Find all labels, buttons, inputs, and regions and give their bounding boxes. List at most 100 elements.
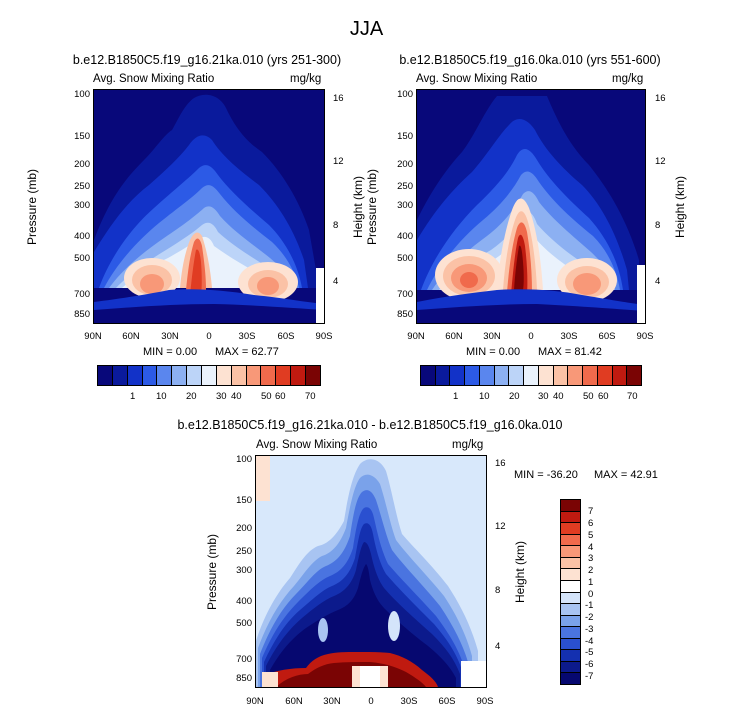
max-label: MAX = 81.42	[538, 346, 602, 358]
x-tick: 30S	[560, 331, 578, 342]
x-tick: 90S	[315, 331, 333, 342]
colorbar-swatch	[561, 638, 580, 651]
colorbar-swatch	[202, 366, 217, 385]
colorbar-label: -3	[585, 624, 594, 635]
height-tick: 8	[655, 220, 661, 231]
colorbar-swatch	[538, 366, 554, 385]
y-tick: 850	[236, 673, 252, 684]
y-tick: 400	[397, 231, 413, 242]
colorbar-swatch	[612, 366, 628, 385]
y-tick: 300	[236, 565, 252, 576]
colorbar-swatch	[561, 500, 580, 512]
x-tick: 30N	[161, 331, 179, 342]
colorbar-label: 30	[216, 391, 227, 402]
y-tick: 250	[74, 181, 90, 192]
x-tick: 60S	[598, 331, 616, 342]
height-tick: 4	[495, 641, 501, 652]
y-axis-label: Pressure (mb)	[25, 169, 39, 246]
colorbar-swatch	[187, 366, 203, 385]
colorbar-swatch	[561, 615, 580, 628]
colorbar-swatch	[450, 366, 466, 385]
colorbar-label: -7	[585, 671, 594, 682]
colorbar-swatch	[142, 366, 158, 385]
colorbar-label: 50	[583, 391, 594, 402]
x-tick: 60N	[122, 331, 140, 342]
colorbar-label: 50	[261, 391, 272, 402]
colorbar-swatch	[561, 534, 580, 547]
x-tick: 30N	[323, 696, 341, 707]
colorbar-swatch	[276, 366, 292, 385]
height-tick: 12	[495, 521, 506, 532]
contour-plot	[416, 89, 646, 324]
colorbar-swatch	[561, 580, 580, 593]
colorbar-swatch	[561, 523, 580, 535]
min-label: MIN = -36.20	[514, 469, 578, 481]
x-tick: 60N	[445, 331, 463, 342]
colorbar-swatch	[561, 604, 580, 616]
x-tick: 0	[528, 331, 534, 342]
y-tick: 300	[74, 200, 90, 211]
x-tick: 0	[206, 331, 212, 342]
max-label: MAX = 62.77	[215, 346, 279, 358]
y-tick: 500	[397, 253, 413, 264]
colorbar-swatch	[524, 366, 539, 385]
y-tick: 500	[74, 253, 90, 264]
colorbar-swatch	[509, 366, 525, 385]
colorbar-label: 2	[588, 565, 594, 576]
colorbar-swatch	[561, 627, 580, 639]
y-tick: 850	[74, 309, 90, 320]
y-tick: 700	[397, 289, 413, 300]
variable-label: Avg. Snow Mixing Ratio	[256, 439, 378, 451]
units-label: mg/kg	[452, 439, 484, 451]
colorbar-swatch	[561, 661, 580, 674]
colorbar-swatch	[231, 366, 247, 385]
y-tick: 700	[236, 654, 252, 665]
height-tick: 12	[333, 156, 344, 167]
y-tick: 100	[397, 89, 413, 100]
max-label: MAX = 42.91	[594, 469, 658, 481]
colorbar-swatch	[421, 366, 436, 385]
colorbar-label: -4	[585, 636, 594, 647]
colorbar-swatch	[627, 366, 642, 385]
colorbar-swatch	[479, 366, 495, 385]
colorbar	[97, 365, 321, 386]
variable-label: Avg. Snow Mixing Ratio	[93, 73, 215, 85]
y-tick: 200	[236, 523, 252, 534]
colorbar-swatch	[561, 511, 580, 524]
colorbar-swatch	[561, 673, 580, 684]
colorbar-swatch	[561, 650, 580, 662]
units-label: mg/kg	[290, 73, 322, 85]
y-tick: 850	[397, 309, 413, 320]
colorbar-label: 10	[479, 391, 490, 402]
y-tick: 500	[236, 618, 252, 629]
colorbar-label: 1	[453, 391, 459, 402]
y-tick: 100	[74, 89, 90, 100]
contour-plot	[255, 455, 487, 688]
colorbar-label: 40	[231, 391, 242, 402]
height-tick: 16	[333, 93, 344, 104]
x-tick: 60S	[438, 696, 456, 707]
y-tick: 250	[397, 181, 413, 192]
height-tick: 8	[495, 585, 501, 596]
colorbar-swatch	[583, 366, 598, 385]
colorbar-swatch	[568, 366, 584, 385]
x-tick: 90N	[84, 331, 102, 342]
y-tick: 700	[74, 289, 90, 300]
height-axis-label: Height (km)	[513, 541, 527, 604]
y-tick: 400	[236, 596, 252, 607]
y-tick: 200	[397, 159, 413, 170]
figure-title: JJA	[349, 18, 384, 40]
colorbar-label: 4	[588, 542, 594, 553]
colorbar-swatch	[465, 366, 480, 385]
x-tick: 60S	[277, 331, 295, 342]
colorbar-swatch	[246, 366, 262, 385]
colorbar-label: 7	[588, 506, 594, 517]
y-tick: 150	[397, 131, 413, 142]
colorbar-label: -1	[585, 600, 594, 611]
height-tick: 8	[333, 220, 339, 231]
colorbar-label: 5	[588, 530, 594, 541]
height-tick: 16	[655, 93, 666, 104]
colorbar-label: 1	[130, 391, 136, 402]
x-tick: 0	[368, 696, 374, 707]
x-tick: 90S	[476, 696, 494, 707]
